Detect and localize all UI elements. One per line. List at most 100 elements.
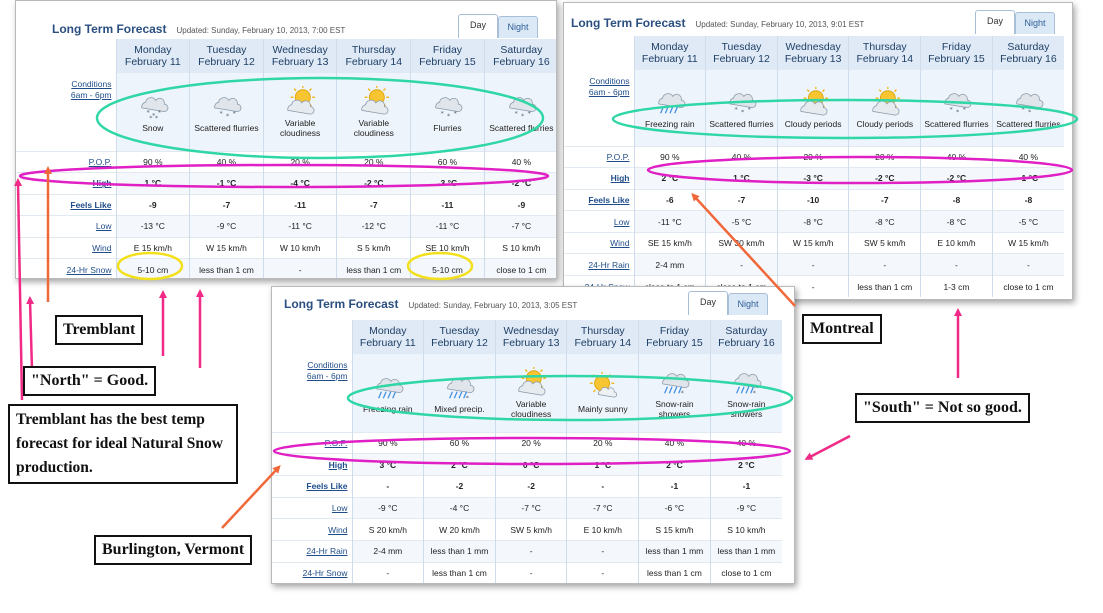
- callout-north-good: "North" = Good.: [23, 366, 157, 396]
- tab-night[interactable]: Night: [498, 16, 538, 38]
- condition-text: Mixed precip.: [434, 403, 485, 414]
- flurries-icon: * * *: [729, 93, 757, 116]
- tab-night[interactable]: Night: [728, 293, 768, 315]
- low-value: -4 °C: [423, 496, 496, 519]
- conditions-cell: * * * Scattered flurries: [483, 73, 556, 151]
- low-value: -6 °C: [638, 496, 711, 519]
- conditions-label[interactable]: Conditions 6am - 6pm: [306, 360, 348, 381]
- feels-like-value: -7: [848, 188, 921, 211]
- condition-text: Cloudy periods: [856, 118, 914, 129]
- feels-like-label[interactable]: Feels Like: [564, 188, 634, 211]
- feels-like-value: -2: [494, 474, 567, 498]
- pop-value: 40 %: [189, 150, 264, 173]
- svg-text:*: *: [735, 105, 739, 113]
- high-label[interactable]: High: [16, 172, 116, 194]
- high-value: 2 °C: [423, 453, 496, 476]
- snow-value: 5-10 cm: [115, 258, 190, 278]
- feels-like-value: -7: [189, 193, 264, 216]
- snow-icon: * * ** *: [141, 97, 169, 121]
- freezing-rain-icon: [376, 378, 404, 399]
- high-value: 2 °C: [709, 453, 782, 476]
- panel-title: Long Term Forecast Updated: Sunday, Febru…: [52, 22, 346, 36]
- rain-label[interactable]: 24-Hr Rain: [272, 539, 352, 563]
- feels-like-value: -11: [262, 193, 337, 216]
- forecast-table: Monday February 11 Tuesday February 12 W…: [272, 320, 782, 583]
- forecast-panel-montreal: Long Term Forecast Updated: Sunday, Febru…: [563, 2, 1073, 300]
- svg-text:*: *: [466, 394, 470, 402]
- rain-value: -: [848, 253, 921, 276]
- rain-value: -: [705, 253, 778, 276]
- day-header: Saturday February 16: [709, 320, 782, 354]
- wind-value: SW 30 km/h: [705, 231, 778, 254]
- sun-cloud-icon: [872, 86, 900, 116]
- svg-text:*: *: [681, 389, 685, 397]
- pop-label[interactable]: P.O.P.: [16, 150, 116, 173]
- low-value: -7 °C: [494, 496, 567, 519]
- feels-like-value: -: [351, 474, 424, 498]
- high-label[interactable]: High: [272, 453, 352, 476]
- conditions-cell: Cloudy periods: [776, 70, 849, 146]
- low-label[interactable]: Low: [16, 215, 116, 237]
- snow-value: -: [566, 561, 639, 583]
- pop-label[interactable]: P.O.P.: [564, 145, 634, 168]
- conditions-label[interactable]: Conditions 6am - 6pm: [70, 79, 112, 100]
- wind-label[interactable]: Wind: [16, 236, 116, 259]
- low-value: -9 °C: [709, 496, 782, 519]
- flurries-icon: * * *: [1016, 93, 1044, 116]
- feels-like-label[interactable]: Feels Like: [16, 193, 116, 216]
- pop-value: 40 %: [705, 145, 778, 168]
- low-value: -11 °C: [262, 215, 337, 237]
- conditions-cell: Freezing rain: [351, 354, 424, 432]
- tab-day[interactable]: Day: [458, 14, 498, 38]
- wind-value: W 15 km/h: [991, 231, 1064, 254]
- high-value: -2 °C: [483, 172, 556, 194]
- sunny-icon: [589, 371, 617, 398]
- rain-value: 2-4 mm: [633, 253, 706, 276]
- wind-value: E 10 km/h: [566, 518, 639, 541]
- wind-label[interactable]: Wind: [564, 231, 634, 254]
- snow-value: close to 1 cm: [709, 561, 782, 583]
- low-value: -8 °C: [920, 210, 993, 233]
- tab-day[interactable]: Day: [975, 10, 1015, 34]
- rain-label[interactable]: 24-Hr Rain: [564, 253, 634, 276]
- tab-night[interactable]: Night: [1015, 12, 1055, 34]
- condition-text: Snow-rain showers: [655, 398, 694, 419]
- forecast-panel-tremblant: Long Term Forecast Updated: Sunday, Febru…: [15, 0, 557, 279]
- sun-cloud-icon: [800, 86, 829, 116]
- low-label[interactable]: Low: [272, 496, 352, 519]
- wind-value: SE 10 km/h: [410, 236, 485, 259]
- high-value: 2 °C: [638, 453, 711, 476]
- day-header: Thursday February 14: [566, 320, 639, 354]
- day-header: Friday February 15: [920, 36, 993, 70]
- day-header: Wednesday February 13: [776, 36, 849, 70]
- low-value: -5 °C: [991, 210, 1064, 233]
- snow-label[interactable]: 24-Hr Snow: [16, 258, 116, 278]
- tab-day[interactable]: Day: [688, 291, 728, 315]
- wind-value: S 15 km/h: [638, 518, 711, 541]
- rain-value: -: [566, 539, 639, 563]
- wind-value: SE 15 km/h: [633, 231, 706, 254]
- high-label[interactable]: High: [564, 167, 634, 190]
- feels-like-value: -9: [115, 193, 190, 216]
- day-header: Saturday February 16: [991, 36, 1064, 70]
- forecast-table: Monday February 11 Tuesday February 12 W…: [16, 39, 556, 278]
- condition-text: Scattered flurries: [996, 118, 1061, 129]
- wind-value: S 10 km/h: [483, 236, 556, 259]
- feels-like-label[interactable]: Feels Like: [272, 474, 352, 498]
- feels-like-value: -8: [920, 188, 993, 211]
- snow-label[interactable]: 24-Hr Snow: [272, 561, 352, 583]
- high-value: 1 °C: [705, 167, 778, 190]
- pop-value: 20 %: [848, 145, 921, 168]
- wind-value: E 10 km/h: [920, 231, 993, 254]
- low-label[interactable]: Low: [564, 210, 634, 233]
- snow-value: less than 1 cm: [638, 561, 711, 583]
- conditions-label[interactable]: Conditions 6am - 6pm: [588, 76, 630, 97]
- svg-text:*: *: [220, 109, 224, 117]
- condition-text: Freezing rain: [363, 403, 413, 414]
- wind-value: W 15 km/h: [776, 231, 849, 254]
- conditions-cell: * * * Scattered flurries: [705, 70, 778, 146]
- conditions-cell: * * * Scattered flurries: [920, 70, 993, 146]
- pop-label[interactable]: P.O.P.: [272, 431, 352, 454]
- wind-label[interactable]: Wind: [272, 518, 352, 541]
- sun-cloud-icon: [361, 85, 389, 115]
